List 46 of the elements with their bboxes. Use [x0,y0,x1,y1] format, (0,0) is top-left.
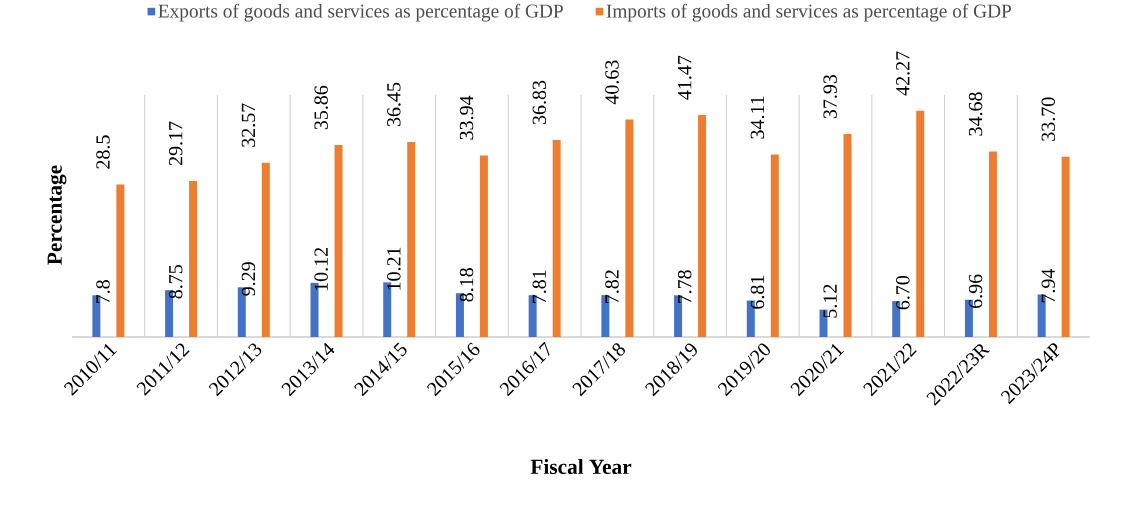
data-label: 9.29 [241,262,256,296]
data-label: 34.11 [750,96,765,139]
data-label: 40.63 [605,60,619,105]
data-label: 7.81 [532,270,547,303]
bar [334,145,343,337]
data-label: 37.93 [823,74,837,119]
bar [988,151,997,337]
y-axis-title: Percentage [47,165,67,265]
data-label: 6.70 [896,275,910,310]
bar [916,110,925,337]
legend-label: Imports of goods and services as percentage of GDP [606,3,1012,22]
data-label: 8.18 [459,268,474,302]
data-label: 10.21 [387,247,401,290]
data-label: 35.86 [314,85,328,130]
data-label: 33.70 [1041,97,1056,141]
bar [1061,156,1070,337]
bar [698,115,707,337]
data-label: 42.27 [896,51,910,96]
data-label: 41.47 [678,55,692,100]
x-axis-title: Fiscal Year [530,459,632,475]
bar [116,184,125,337]
bar [625,119,634,337]
data-label: 33.94 [459,95,474,140]
data-label: 7.94 [1041,268,1056,303]
data-label: 7.8 [96,280,110,304]
bar [843,134,852,337]
data-label: 7.82 [605,270,619,303]
data-label: 34.68 [968,92,983,136]
bar [261,162,270,337]
data-label: 6.81 [750,275,765,309]
bar [770,154,779,337]
data-label: 10.12 [314,248,328,291]
legend-label: Exports of goods and services as percentage of GDP [158,3,563,22]
data-label: 28.5 [96,135,110,169]
data-label: 29.17 [168,121,183,166]
data-label: 32.57 [241,103,256,147]
data-label: 36.83 [532,80,547,125]
bar [552,139,561,337]
data-label: 36.45 [387,82,401,127]
bar [407,141,416,337]
bar [479,155,488,337]
data-label: 5.12 [823,284,837,318]
data-label: 6.96 [968,274,983,308]
data-label: 8.75 [168,265,183,299]
bar [189,180,198,337]
data-label: 7.78 [677,270,692,304]
